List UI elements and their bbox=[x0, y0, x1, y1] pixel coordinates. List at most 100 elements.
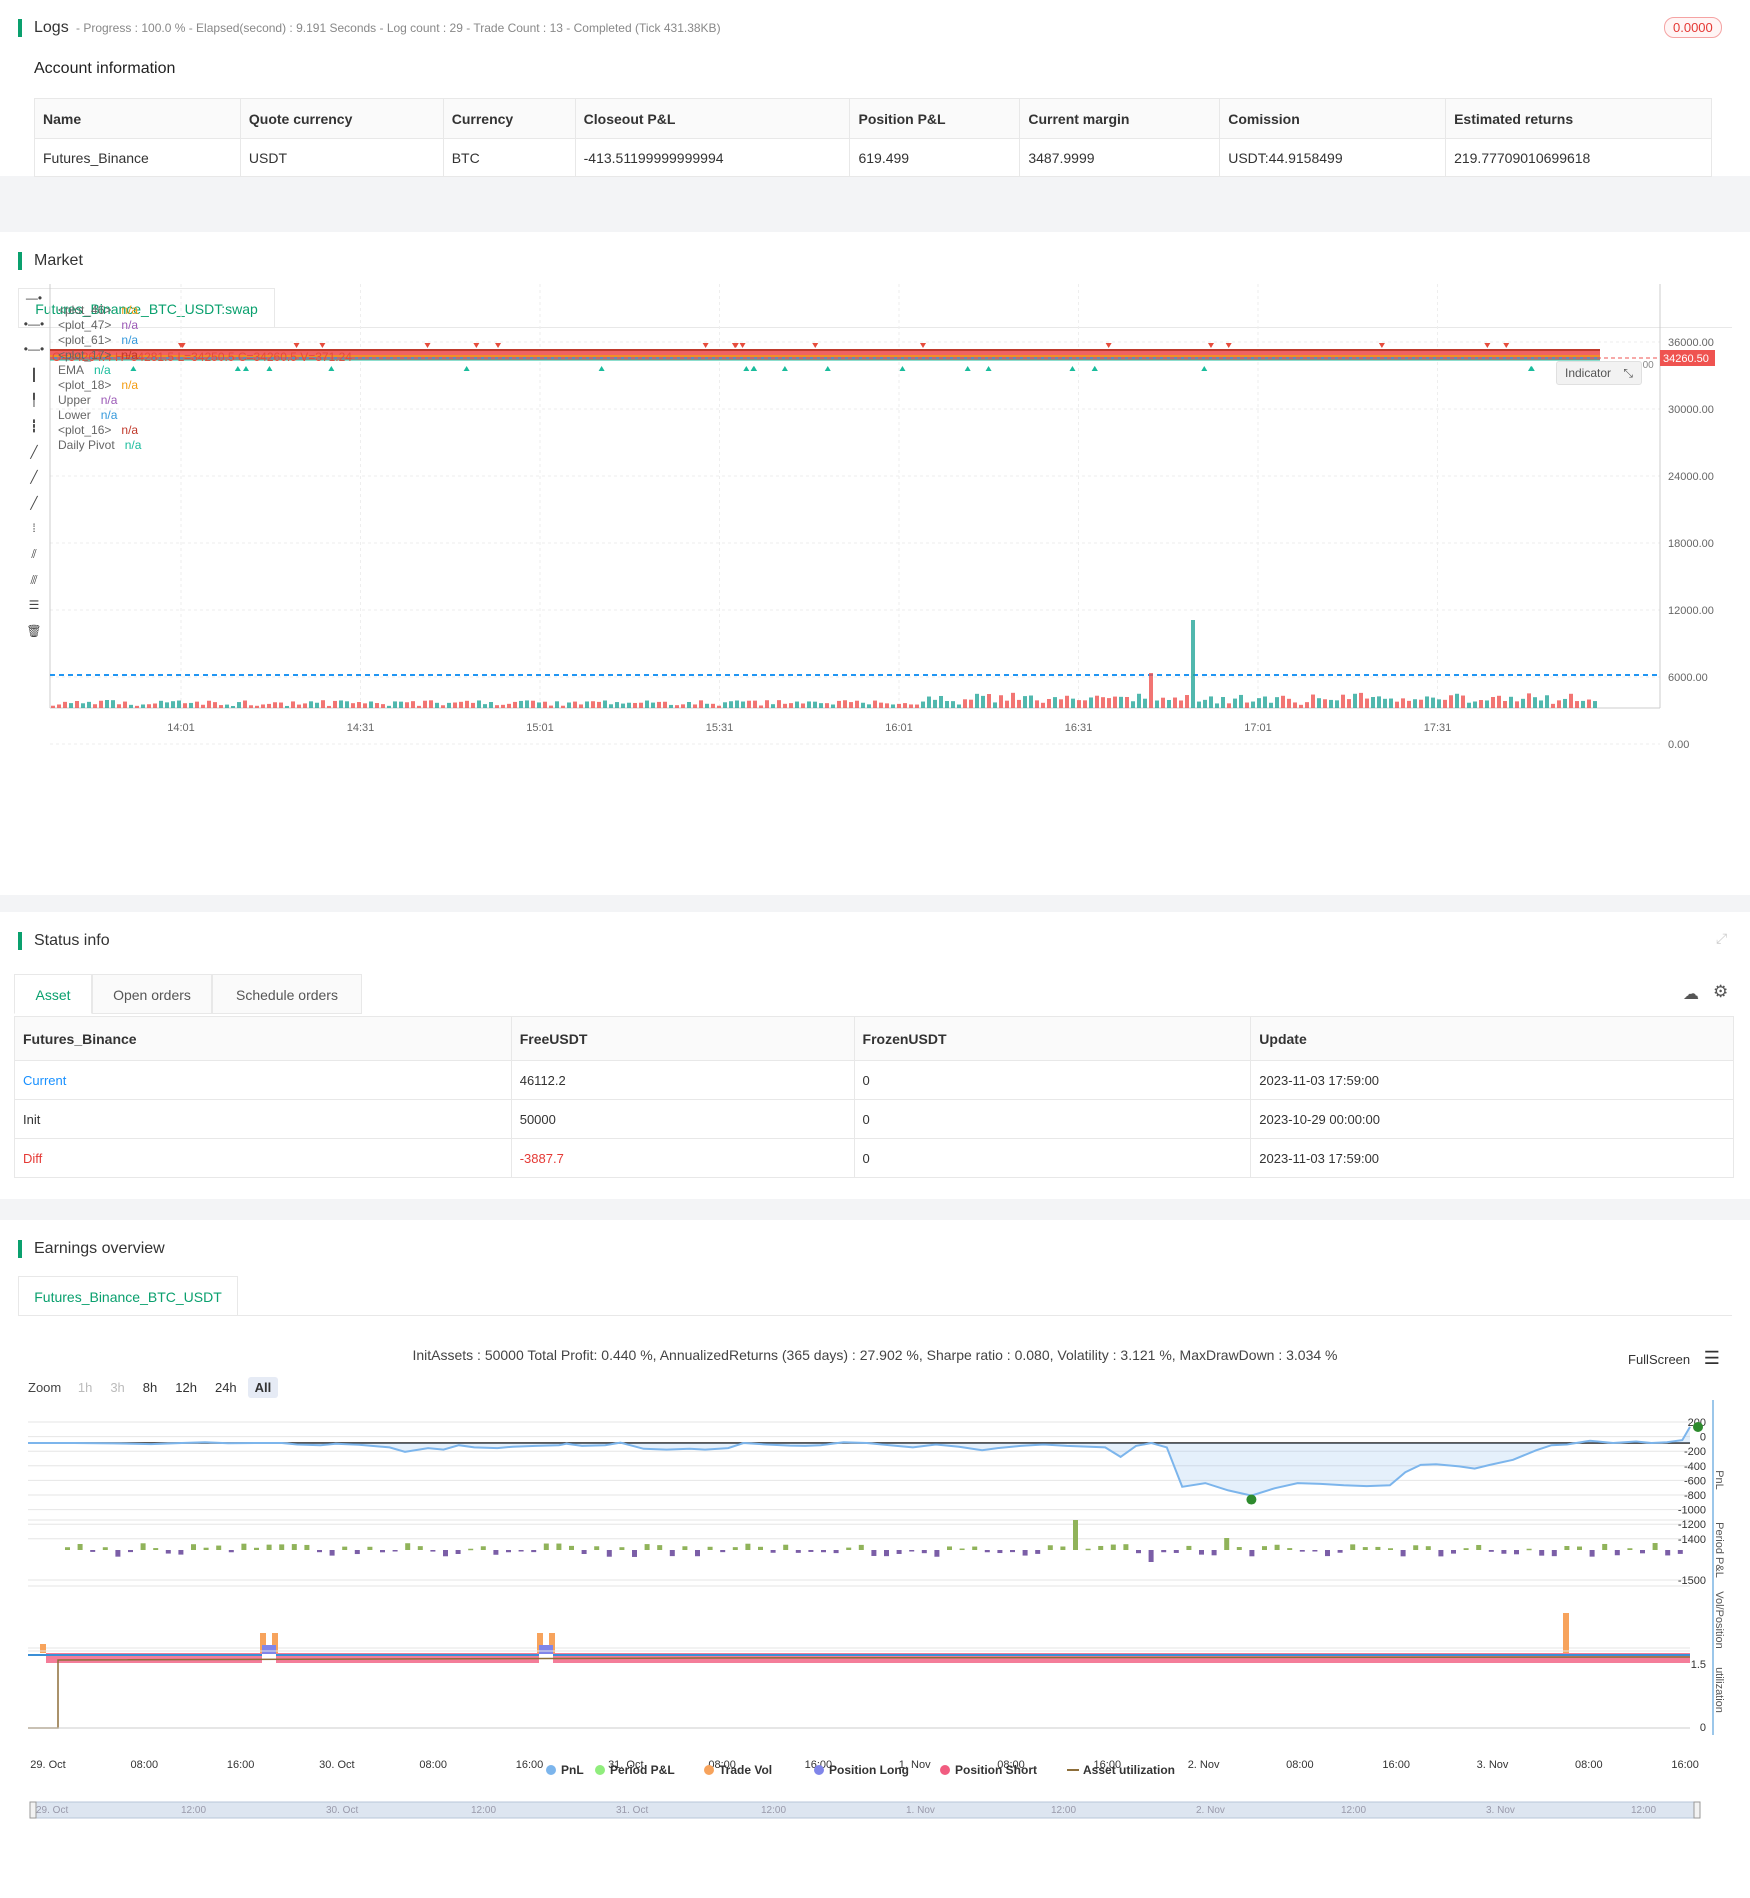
legend-name: Lower bbox=[58, 408, 91, 422]
period-bar bbox=[909, 1550, 915, 1552]
zoom-8h-button[interactable]: 8h bbox=[142, 1380, 158, 1395]
pitchfork-icon[interactable]: ⫻ bbox=[30, 572, 38, 587]
legend-item[interactable]: <plot_17> n/a bbox=[58, 348, 138, 362]
volume-bar bbox=[1137, 693, 1141, 708]
legend-label: PnL bbox=[561, 1763, 584, 1777]
period-bar bbox=[1476, 1544, 1482, 1550]
legend-item[interactable]: Period P&L bbox=[595, 1763, 675, 1777]
period-bar bbox=[720, 1550, 726, 1553]
zoom-12h-button[interactable]: 12h bbox=[175, 1380, 197, 1395]
tab-market-symbol[interactable]: Futures_Binance_BTC_USDT:swap bbox=[18, 288, 275, 328]
volume-bar bbox=[363, 703, 367, 708]
legend-item[interactable]: Trade Vol bbox=[704, 1763, 772, 1777]
collapse-icon[interactable]: ⤢ bbox=[1716, 930, 1728, 946]
price-label-icon[interactable]: ⁞ bbox=[32, 521, 36, 536]
period-bar bbox=[191, 1544, 196, 1550]
legend-item[interactable]: <plot_61> n/a bbox=[58, 333, 138, 347]
volume-bar bbox=[1275, 697, 1279, 708]
fullscreen-button[interactable]: FullScreen ☰ bbox=[1628, 1348, 1720, 1369]
trend-line-icon[interactable]: ╱ bbox=[30, 444, 38, 459]
volume-bar bbox=[699, 700, 703, 708]
account-cell: USDT:44.9158499 bbox=[1219, 138, 1447, 177]
parallel-channel-icon[interactable]: ⫽ bbox=[31, 547, 37, 561]
volume-bar bbox=[597, 701, 601, 708]
tab-schedule-orders[interactable]: Schedule orders bbox=[212, 974, 362, 1014]
tab-earnings-symbol[interactable]: Futures_Binance_BTC_USDT bbox=[18, 1276, 238, 1316]
legend-item[interactable]: Daily Pivot n/a bbox=[58, 438, 141, 452]
zoom-All-button[interactable]: All bbox=[247, 1377, 279, 1398]
period-bar bbox=[90, 1550, 96, 1552]
tab-asset[interactable]: Asset bbox=[14, 974, 92, 1014]
extended-line-icon[interactable]: ╱ bbox=[30, 495, 38, 510]
ray-icon[interactable]: ╱ bbox=[30, 470, 38, 485]
volume-bar bbox=[609, 704, 613, 708]
volume-bar bbox=[279, 702, 283, 708]
legend-item[interactable]: <plot_46> n/a bbox=[58, 303, 138, 317]
legend-item[interactable]: <plot_47> n/a bbox=[58, 318, 138, 332]
horizontal-line-icon[interactable]: •—• bbox=[23, 316, 45, 331]
tab-open-orders[interactable]: Open orders bbox=[92, 974, 212, 1014]
table-row: Current 46112.2 0 2023-11-03 17:59:00 bbox=[14, 1060, 1734, 1100]
period-bar bbox=[430, 1550, 436, 1552]
volume-bar bbox=[1257, 698, 1261, 708]
period-bar bbox=[1577, 1546, 1582, 1550]
volume-bar bbox=[1347, 699, 1351, 708]
volume-bar bbox=[1095, 695, 1099, 708]
legend-item[interactable]: EMA n/a bbox=[58, 363, 111, 377]
period-bar bbox=[1199, 1550, 1204, 1555]
period-bar bbox=[203, 1547, 209, 1550]
legend-item[interactable]: PnL bbox=[546, 1763, 584, 1777]
zoom-3h-button[interactable]: 3h bbox=[110, 1380, 125, 1395]
volume-bar bbox=[351, 703, 355, 708]
legend-item[interactable]: <plot_16> n/a bbox=[58, 423, 138, 437]
y-tick-label: 12000.00 bbox=[1668, 605, 1714, 617]
legend-item[interactable]: Position Long bbox=[814, 1763, 909, 1777]
volume-bar bbox=[51, 705, 55, 708]
volume-bar bbox=[705, 703, 709, 708]
legend-item[interactable]: Lower n/a bbox=[58, 408, 117, 422]
period-bar bbox=[1123, 1544, 1129, 1550]
fib-retracement-icon[interactable]: ☰ bbox=[28, 598, 40, 613]
volume-bar bbox=[669, 704, 673, 708]
vertical-line-icon[interactable]: ┃ bbox=[30, 367, 38, 382]
navigator-tick-label: 31. Oct bbox=[616, 1805, 648, 1816]
period-bar bbox=[1375, 1546, 1381, 1550]
volume-bar bbox=[1053, 697, 1057, 708]
account-cell: USDT bbox=[239, 138, 444, 177]
status-panel: Status info ⤢ Asset Open orders Schedule o… bbox=[0, 912, 1750, 1199]
period-bar bbox=[1425, 1546, 1431, 1550]
legend-item[interactable]: Position Short bbox=[940, 1763, 1037, 1777]
volume-bar bbox=[63, 701, 67, 708]
zoom-1h-button[interactable]: 1h bbox=[77, 1380, 93, 1395]
volume-bar bbox=[579, 704, 583, 708]
status-badge: 0.0000 bbox=[1664, 17, 1722, 38]
settings-icon[interactable]: ⚙ bbox=[1713, 982, 1729, 1001]
period-bar bbox=[1148, 1550, 1154, 1562]
period-bar bbox=[594, 1546, 600, 1550]
upload-icon[interactable]: ☁ bbox=[1683, 986, 1699, 1003]
volume-bar bbox=[1113, 696, 1117, 708]
pnl-tick-label: -400 bbox=[1684, 1461, 1706, 1473]
volume-bar bbox=[753, 700, 757, 708]
volume-bar bbox=[1407, 700, 1411, 708]
volume-bar bbox=[777, 700, 781, 708]
x-tick-label: 16:00 bbox=[805, 1759, 833, 1771]
utilization-line bbox=[28, 1656, 1691, 1729]
vertical-segment-icon[interactable]: ┇ bbox=[30, 419, 38, 433]
x-tick-label: 30. Oct bbox=[319, 1759, 354, 1771]
x-tick-label: 31. Oct bbox=[608, 1759, 643, 1771]
legend-name: Daily Pivot bbox=[58, 438, 115, 452]
legend-item[interactable]: <plot_18> n/a bbox=[58, 378, 138, 392]
volume-bar bbox=[525, 700, 529, 708]
buy-marker bbox=[266, 366, 273, 371]
legend-item[interactable]: Upper n/a bbox=[58, 393, 117, 407]
indicator-button[interactable]: Indicator ⤡ bbox=[1556, 361, 1642, 385]
zoom-24h-button[interactable]: 24h bbox=[214, 1380, 237, 1395]
trash-icon[interactable]: 🗑 bbox=[26, 623, 42, 638]
horizontal-ray-icon[interactable]: —• bbox=[25, 291, 43, 305]
horizontal-segment-icon[interactable]: •—• bbox=[23, 342, 45, 357]
volume-bar bbox=[873, 700, 877, 708]
menu-icon[interactable]: ☰ bbox=[1703, 1348, 1720, 1368]
vertical-ray-icon[interactable]: ╿ bbox=[30, 393, 38, 408]
legend-item[interactable]: Asset utilization bbox=[1067, 1763, 1175, 1777]
